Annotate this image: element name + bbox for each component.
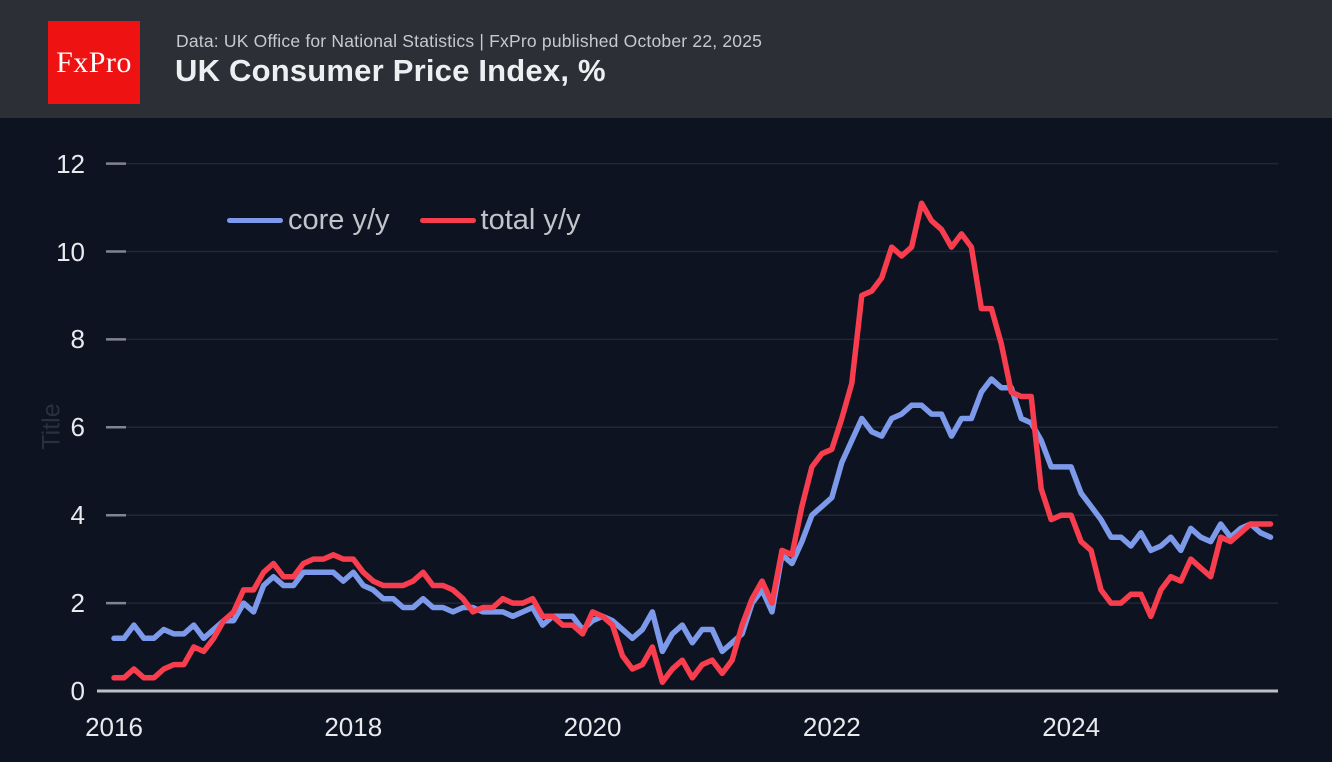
y-tick-label: 10 [56, 236, 85, 267]
series-line-total-y-y [111, 200, 1274, 685]
y-axis-title: Title [37, 403, 66, 450]
y-tick-label: 8 [70, 324, 85, 355]
chart-source-caption: Data: UK Office for National Statistics … [176, 31, 763, 51]
legend-label-total: total y/y [480, 204, 581, 236]
legend-swatch-core-icon [227, 217, 283, 223]
legend-item-total: total y/y [419, 202, 581, 238]
series-line-core-y-y [111, 376, 1274, 655]
brand-logo-text: FxPro [56, 45, 132, 79]
x-tick-label: 2020 [563, 712, 622, 742]
y-tick-label: 2 [70, 588, 85, 619]
chart-legend: core y/y total y/y [227, 202, 580, 238]
legend-swatch-total-icon [419, 217, 476, 223]
x-tick-label: 2022 [802, 712, 861, 742]
x-tick-label: 2016 [85, 712, 143, 742]
y-tick-label: 0 [70, 676, 85, 706]
x-tick-label: 2018 [324, 712, 383, 742]
y-tick-label: 4 [70, 500, 85, 531]
header-bar: FxPro Data: UK Office for National Stati… [0, 0, 1332, 118]
page-title: UK Consumer Price Index, % [175, 53, 606, 88]
x-tick-label: 2024 [1042, 712, 1101, 742]
brand-logo: FxPro [48, 21, 140, 104]
y-tick-label: 12 [56, 148, 85, 179]
y-tick-label: 6 [70, 412, 85, 443]
legend-label-core: core y/y [288, 204, 390, 236]
legend-item-core: core y/y [227, 202, 390, 238]
